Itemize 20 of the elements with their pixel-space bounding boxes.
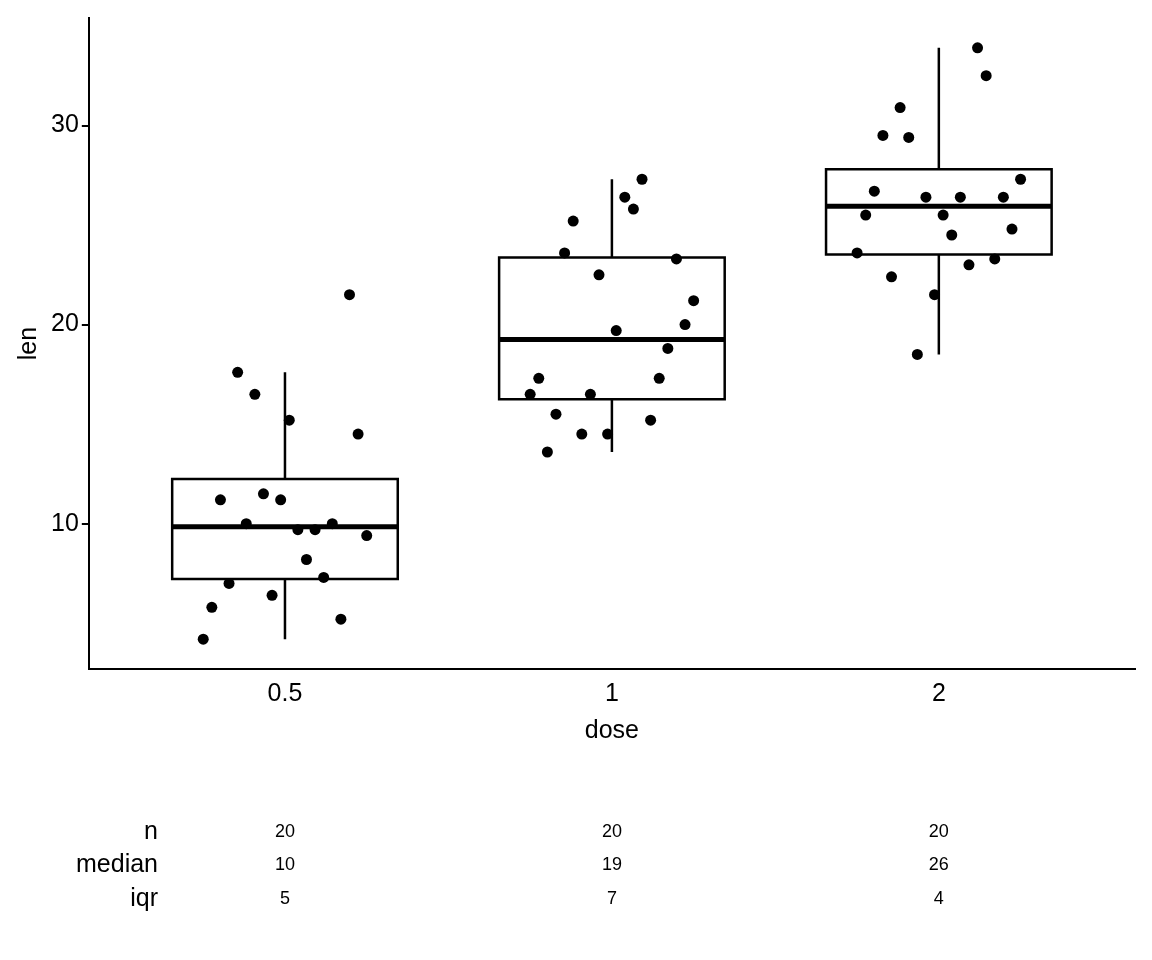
x-tick-label: 2	[931, 677, 946, 706]
text: 20	[928, 820, 949, 841]
text: iqr	[130, 882, 158, 911]
x-tick-label: 1	[604, 677, 619, 706]
x-tick-label: 0.5	[267, 677, 303, 706]
text: 20	[601, 820, 622, 841]
y-tick-label: 10	[51, 507, 79, 536]
y-tick-label: 30	[51, 109, 79, 138]
y-axis-title: len	[12, 326, 41, 361]
text: median	[76, 849, 158, 878]
text: 19	[601, 854, 622, 875]
text: 5	[279, 887, 290, 908]
text: n	[144, 815, 158, 844]
text: 10	[274, 854, 295, 875]
text: 20	[274, 820, 295, 841]
y-tick-label: 20	[51, 308, 79, 337]
x-axis-title: dose	[584, 714, 640, 743]
text: 4	[933, 887, 944, 908]
text: 7	[606, 887, 617, 908]
text: 26	[928, 854, 949, 875]
